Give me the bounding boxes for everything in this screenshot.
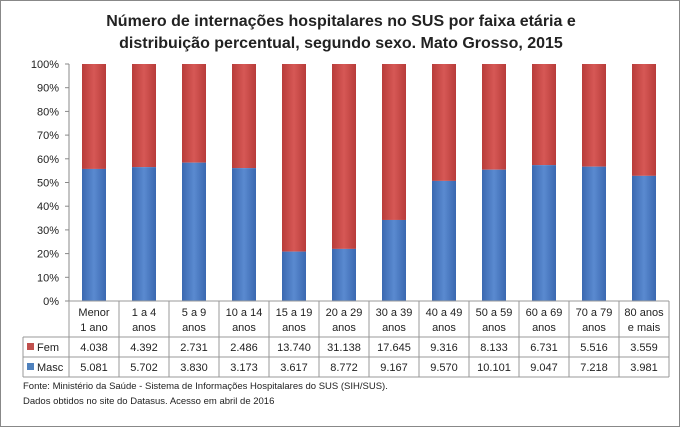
fem-value-label: 9.316 [430,342,458,354]
masc-value-label: 10.101 [477,362,511,374]
y-tick-label: 50% [37,178,59,190]
bar-masc [132,167,156,301]
y-tick-label: 20% [37,249,59,261]
y-tick-label: 40% [37,201,59,213]
fem-value-label: 4.038 [80,342,108,354]
fem-value-label: 2.731 [180,342,208,354]
legend-fem-label: Fem [37,342,59,354]
bar-fem [632,64,656,176]
category-label-line1: 5 a 9 [182,307,206,319]
y-tick-label: 10% [37,272,59,284]
category-label-line1: Menor [78,307,110,319]
fem-value-label: 13.740 [277,342,311,354]
masc-value-label: 3.173 [230,362,258,374]
bar-fem [432,64,456,181]
category-label-line1: 80 anos [624,307,664,319]
bar-masc [382,219,406,301]
y-tick-label: 60% [37,154,59,166]
legend-masc-label: Masc [37,362,64,374]
bar-masc [482,169,506,301]
y-tick-label: 0% [43,296,59,308]
masc-value-label: 9.167 [380,362,408,374]
bar-fem [532,64,556,166]
bar-fem [232,64,256,169]
category-label-line1: 1 a 4 [132,307,156,319]
bar-fem [382,64,406,220]
y-tick-label: 70% [37,130,59,142]
fem-value-label: 3.559 [630,342,658,354]
category-label-line2: anos [382,322,406,334]
bar-fem [282,64,306,252]
bar-fem [182,64,206,163]
title-line-1: Número de internações hospitalares no SU… [106,13,576,30]
fem-value-label: 31.138 [327,342,361,354]
category-label-line2: 1 ano [80,322,108,334]
bar-fem [582,64,606,167]
y-tick-label: 100% [31,59,59,71]
bar-masc [282,251,306,301]
category-label-line1: 70 a 79 [576,307,613,319]
masc-value-label: 9.047 [530,362,558,374]
bar-fem [82,64,106,169]
bar-fem [482,64,506,170]
fem-value-label: 4.392 [130,342,158,354]
category-label-line1: 30 a 39 [376,307,413,319]
masc-value-label: 8.772 [330,362,358,374]
masc-value-label: 3.981 [630,362,658,374]
bar-fem [132,64,156,168]
bar-masc [332,248,356,301]
y-tick-label: 90% [37,83,59,95]
category-label-line2: anos [482,322,506,334]
category-label-line1: 40 a 49 [426,307,463,319]
title-line-2: distribuição percentual, segundo sexo. M… [119,35,563,52]
category-label-line2: anos [132,322,156,334]
category-label-line1: 15 a 19 [276,307,313,319]
category-label-line2: anos [182,322,206,334]
y-tick-label: 80% [37,106,59,118]
category-label-line1: 10 a 14 [226,307,263,319]
masc-value-label: 3.617 [280,362,308,374]
category-label-line2: anos [282,322,306,334]
category-label-line1: 60 a 69 [526,307,563,319]
category-label-line2: e mais [628,322,661,334]
fem-value-label: 2.486 [230,342,258,354]
bar-masc [532,165,556,301]
bar-masc [632,175,656,301]
fem-value-label: 8.133 [480,342,508,354]
category-label-line2: anos [432,322,456,334]
legend-masc-swatch [27,363,34,370]
chart-title: Número de internações hospitalares no SU… [1,11,679,55]
masc-value-label: 7.218 [580,362,608,374]
masc-value-label: 9.570 [430,362,458,374]
bar-masc [182,162,206,301]
legend-fem-swatch [27,343,34,350]
category-label-line2: anos [232,322,256,334]
bar-fem [332,64,356,249]
category-label-line2: anos [332,322,356,334]
y-tick-label: 30% [37,225,59,237]
masc-value-label: 5.081 [80,362,108,374]
masc-value-label: 3.830 [180,362,208,374]
masc-value-label: 5.702 [130,362,158,374]
fem-value-label: 5.516 [580,342,608,354]
source-note: Fonte: Ministério da Saúde - Sistema de … [23,381,388,392]
bar-masc [582,166,606,301]
category-label-line1: 20 a 29 [326,307,363,319]
category-label-line1: 50 a 59 [476,307,513,319]
bar-masc [82,168,106,301]
category-label-line2: anos [582,322,606,334]
bar-masc [232,168,256,301]
access-note: Dados obtidos no site do Datasus. Acesso… [23,396,275,407]
category-label-line2: anos [532,322,556,334]
bar-masc [432,180,456,301]
fem-value-label: 6.731 [530,342,558,354]
fem-value-label: 17.645 [377,342,411,354]
